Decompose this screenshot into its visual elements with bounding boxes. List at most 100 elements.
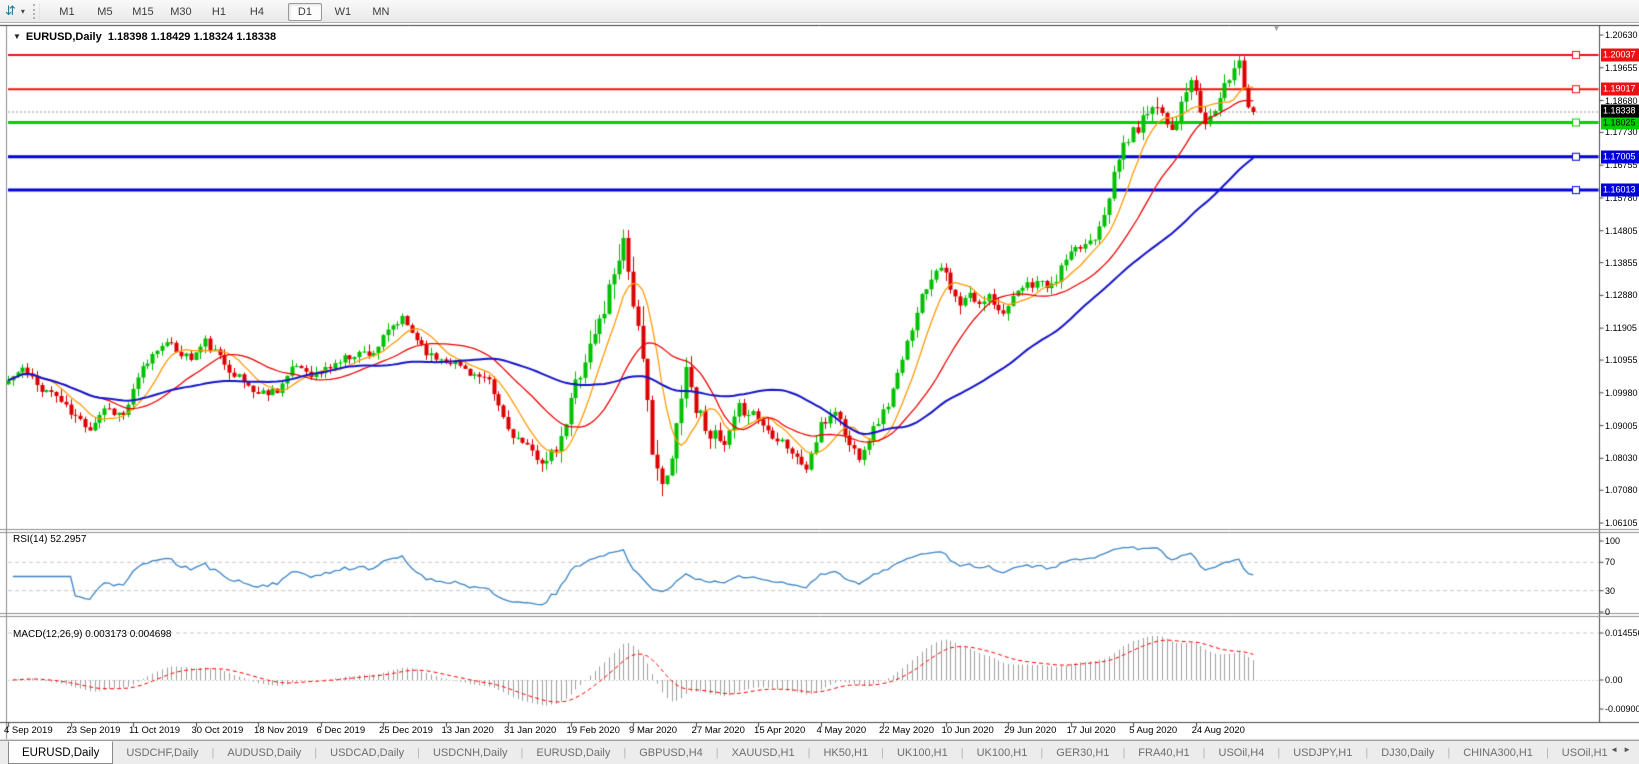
tab-usdcad-daily[interactable]: USDCAD,Daily bbox=[330, 746, 405, 759]
timeframe-m15[interactable]: M15 bbox=[132, 5, 154, 18]
date-label: 19 Feb 2020 bbox=[566, 725, 620, 736]
tab-uk100-h1[interactable]: UK100,H1 bbox=[976, 746, 1028, 759]
tab-separator: | bbox=[960, 746, 964, 759]
date-label: 4 May 2020 bbox=[816, 725, 867, 736]
date-label: 10 Jun 2020 bbox=[941, 725, 994, 736]
date-label: 27 Mar 2020 bbox=[691, 725, 745, 736]
tab-separator: | bbox=[314, 746, 318, 759]
date-label: 13 Jan 2020 bbox=[441, 725, 494, 736]
timeframe-m5[interactable]: M5 bbox=[97, 5, 113, 18]
macd-tick: 0.00 bbox=[1605, 675, 1623, 685]
tab-separator: | bbox=[881, 746, 884, 759]
date-label: 11 Oct 2019 bbox=[129, 725, 181, 736]
level-label[interactable]: 1.16013 bbox=[1601, 183, 1639, 197]
tab-gbpusd-h4[interactable]: GBPUSD,H4 bbox=[639, 746, 703, 759]
macd-tick: 0.014556 bbox=[1605, 628, 1639, 638]
tab-xauusd-h1[interactable]: XAUUSD,H1 bbox=[731, 746, 795, 759]
tab-dj30-daily[interactable]: DJ30,Daily bbox=[1381, 746, 1435, 759]
timeframe-m30[interactable]: M30 bbox=[170, 5, 192, 18]
chart-tab-bar: EURUSD,Daily USDCHF,Daily | AUDUSD,Daily | US… bbox=[0, 740, 1639, 764]
rsi-tick: 100 bbox=[1605, 536, 1621, 546]
tab-separator: | bbox=[520, 746, 524, 759]
tab-separator: | bbox=[1545, 746, 1549, 759]
date-label: 17 Jul 2020 bbox=[1066, 725, 1116, 736]
current-price-label: 1.18338 bbox=[1601, 104, 1639, 118]
timeframe-h1[interactable]: H1 bbox=[211, 5, 226, 18]
chart-toolbar: ⇵ ▾ M1 M5 M15 M30 H1 H4 D1 W1 MN bbox=[0, 0, 1639, 23]
level-label[interactable]: 1.17005 bbox=[1601, 150, 1639, 164]
chart-tool-icon[interactable]: ⇵ bbox=[5, 3, 16, 18]
price-tick: 1.14805 bbox=[1605, 225, 1638, 236]
price-tick: 1.10955 bbox=[1605, 355, 1638, 366]
price-tick: 1.09005 bbox=[1605, 420, 1638, 431]
chart-ohlc-values: 1.18398 1.18429 1.18324 1.18338 bbox=[107, 31, 277, 43]
timeframe-mn[interactable]: MN bbox=[372, 5, 390, 18]
date-label: 15 Apr 2020 bbox=[754, 725, 806, 736]
tab-ger30-h1[interactable]: GER30,H1 bbox=[1056, 746, 1110, 759]
price-tick: 1.19655 bbox=[1605, 62, 1638, 73]
chart-title: ▼ EURUSD,Daily 1.18398 1.18429 1.18324 1.… bbox=[13, 31, 276, 43]
tab-separator: | bbox=[807, 746, 811, 759]
chart-shift-marker-icon[interactable]: ▼ bbox=[1272, 23, 1281, 33]
macd-tick: -0.00900 bbox=[1605, 704, 1639, 715]
tab-separator: | bbox=[623, 746, 627, 759]
level-label[interactable]: 1.19017 bbox=[1601, 82, 1639, 96]
tab-scroll-arrows: ◄► bbox=[1610, 745, 1636, 754]
tab-hk50-h1[interactable]: HK50,H1 bbox=[823, 746, 869, 759]
price-tick: 1.07080 bbox=[1605, 485, 1638, 496]
date-label: 5 Aug 2020 bbox=[1129, 725, 1178, 736]
timeframe-h4[interactable]: H4 bbox=[249, 5, 264, 18]
toolbar-grip bbox=[32, 3, 40, 19]
tab-eurusd-daily[interactable]: EURUSD,Daily bbox=[536, 746, 611, 759]
tab-usdcnh-daily[interactable]: USDCNH,Daily bbox=[432, 746, 508, 759]
tab-separator: | bbox=[417, 746, 420, 759]
price-tick: 1.12880 bbox=[1605, 290, 1638, 301]
timeframe-button-group: M1 M5 M15 M30 H1 H4 D1 W1 MN bbox=[48, 2, 400, 21]
tab-uk100-h1[interactable]: UK100,H1 bbox=[896, 746, 948, 759]
chevron-down-icon[interactable]: ▾ bbox=[20, 6, 25, 16]
tab-separator: | bbox=[1122, 746, 1126, 759]
price-tick: 1.13855 bbox=[1605, 257, 1638, 268]
tab-usdjpy-h1[interactable]: USDJPY,H1 bbox=[1293, 746, 1353, 759]
tab-usoil-h1[interactable]: USOil,H1 bbox=[1561, 746, 1608, 759]
date-label: 4 Sep 2019 bbox=[4, 725, 53, 736]
date-label: 29 Jun 2020 bbox=[1004, 725, 1057, 736]
tab-scroll-left-icon[interactable]: ◄ bbox=[1610, 745, 1624, 754]
price-tick: 1.08030 bbox=[1605, 453, 1638, 464]
date-label: 25 Dec 2019 bbox=[379, 725, 433, 736]
price-tick: 1.09980 bbox=[1605, 387, 1638, 398]
tab-usoil-h4[interactable]: USOil,H4 bbox=[1218, 746, 1265, 759]
chart-dropdown-icon[interactable]: ▼ bbox=[13, 32, 21, 41]
chart-symbol-label: EURUSD,Daily bbox=[25, 31, 102, 43]
price-tick: 1.18680 bbox=[1605, 95, 1638, 106]
tab-fra40-h1[interactable]: FRA40,H1 bbox=[1138, 746, 1190, 759]
tab-scroll-right-icon[interactable]: ► bbox=[1623, 745, 1636, 754]
date-label: 23 Sep 2019 bbox=[66, 725, 121, 736]
date-label: 22 May 2020 bbox=[879, 725, 934, 736]
rsi-tick: 30 bbox=[1605, 585, 1616, 596]
level-label[interactable]: 1.18025 bbox=[1601, 116, 1639, 130]
date-label: 18 Nov 2019 bbox=[254, 725, 308, 736]
tab-eurusd-daily[interactable]: EURUSD,Daily bbox=[8, 741, 114, 764]
rsi-indicator-label: RSI(14) 52.2957 bbox=[13, 534, 87, 545]
rsi-tick: 70 bbox=[1605, 557, 1616, 568]
date-label: 6 Dec 2019 bbox=[316, 725, 366, 736]
rsi-tick: 0 bbox=[1605, 607, 1611, 617]
price-tick: 1.11905 bbox=[1605, 323, 1637, 334]
level-label[interactable]: 1.20037 bbox=[1601, 48, 1639, 62]
timeframe-m1[interactable]: M1 bbox=[59, 5, 75, 18]
date-label: 31 Jan 2020 bbox=[504, 725, 557, 736]
tab-audusd-daily[interactable]: AUDUSD,Daily bbox=[227, 746, 302, 759]
price-tick: 1.17730 bbox=[1605, 127, 1638, 138]
price-tick: 1.20630 bbox=[1605, 30, 1638, 40]
tab-usdchf-daily[interactable]: USDCHF,Daily bbox=[126, 746, 199, 759]
tab-china300-h1[interactable]: CHINA300,H1 bbox=[1463, 746, 1533, 759]
date-label: 30 Oct 2019 bbox=[191, 725, 244, 736]
tab-separator: | bbox=[1040, 746, 1044, 759]
tab-separator: | bbox=[1202, 746, 1206, 759]
timeframe-d1[interactable]: D1 bbox=[287, 2, 322, 21]
timeframe-w1[interactable]: W1 bbox=[334, 5, 352, 18]
tab-separator: | bbox=[715, 746, 719, 759]
